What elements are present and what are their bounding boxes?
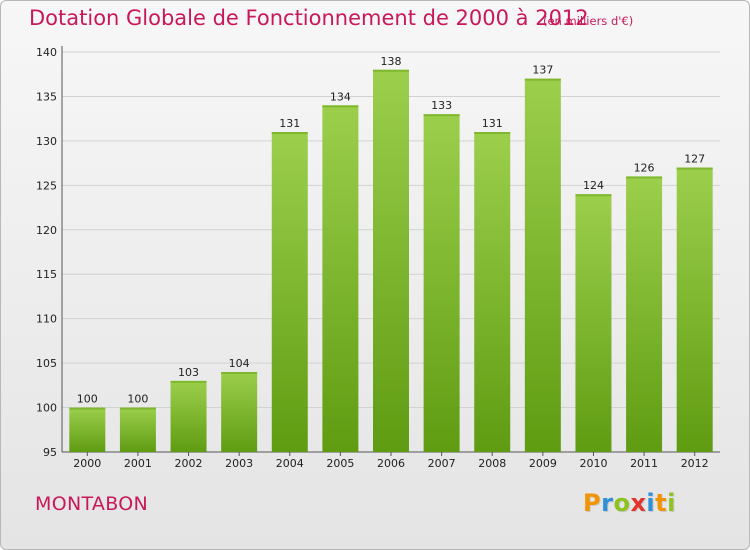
bar-value-label: 138: [381, 55, 402, 68]
y-tick-label: 120: [36, 224, 57, 237]
bar-value-label: 127: [684, 153, 705, 166]
bar: [423, 114, 460, 452]
bar-value-label: 124: [583, 179, 604, 192]
bar: [271, 132, 308, 452]
x-tick-label: 2011: [630, 457, 658, 470]
x-tick-label: 2000: [73, 457, 101, 470]
bar-top-edge: [373, 69, 409, 72]
y-tick-label: 105: [36, 357, 57, 370]
x-tick-label: 2002: [175, 457, 203, 470]
bar-top-edge: [221, 372, 258, 374]
bar-top-edge: [524, 78, 561, 81]
x-tick-label: 2004: [276, 457, 304, 470]
x-tick-label: 2006: [377, 457, 405, 470]
labels: 95 100 105 110 115 120 125 130 135 140 100 2000 100 2…: [36, 46, 709, 470]
chart-title: Dotation Globale de Fonctionnement de 20…: [29, 6, 589, 30]
logo-letter: t: [655, 489, 668, 517]
logo-letter: i: [667, 489, 676, 517]
x-tick-label: 2001: [124, 457, 152, 470]
logo-letter: r: [601, 489, 614, 517]
bar: [69, 407, 106, 452]
bar-top-edge: [626, 176, 663, 179]
bar-value-label: 104: [229, 357, 250, 370]
x-tick-label: 2007: [428, 457, 456, 470]
bar-top-edge: [575, 194, 612, 197]
bar-top-edge: [170, 380, 207, 383]
x-tick-label: 2010: [579, 457, 607, 470]
bar-value-label: 131: [279, 117, 300, 130]
bar: [524, 78, 561, 453]
logo-letter: P: [583, 489, 602, 517]
y-tick-label: 95: [43, 446, 57, 459]
bar-value-label: 100: [77, 393, 98, 406]
bar-top-edge: [322, 105, 359, 108]
bars: [69, 69, 713, 453]
y-tick-label: 115: [36, 268, 57, 281]
x-tick-label: 2008: [478, 457, 506, 470]
x-tick-label: 2005: [326, 457, 354, 470]
x-tick-label: 2012: [681, 457, 709, 470]
bar-value-label: 137: [532, 64, 553, 77]
commune-name: MONTABON: [35, 493, 148, 515]
bar: [170, 380, 207, 452]
y-tick-label: 125: [36, 179, 57, 192]
bar-value-label: 133: [431, 99, 452, 112]
x-tick-label: 2009: [529, 457, 557, 470]
bar: [676, 167, 713, 453]
logo-letter: i: [646, 489, 656, 517]
chart-unit-note: (en milliers d'€): [543, 14, 634, 28]
bar: [221, 372, 258, 452]
bar-value-label: 134: [330, 90, 351, 103]
bar-top-edge: [119, 407, 156, 410]
bar: [119, 407, 156, 452]
bar-value-label: 131: [482, 117, 503, 130]
y-tick-label: 100: [36, 402, 57, 415]
logo-letter: o: [613, 489, 631, 517]
y-tick-label: 130: [36, 135, 57, 148]
bar: [322, 105, 359, 452]
bar: [575, 194, 612, 452]
y-tick-label: 135: [36, 90, 57, 103]
y-tick-label: 110: [36, 313, 57, 326]
bar: [474, 132, 511, 452]
bar-value-label: 100: [127, 393, 148, 406]
logo-letter: x: [630, 489, 647, 517]
bar-top-edge: [69, 407, 106, 410]
bar: [373, 69, 409, 453]
bar-value-label: 126: [634, 161, 655, 174]
proxiti-logo: Proxiti: [583, 489, 676, 517]
bar: [626, 176, 663, 452]
bar-top-edge: [271, 132, 308, 134]
bar-value-label: 103: [178, 366, 199, 379]
bar-top-edge: [474, 132, 511, 134]
bar-top-edge: [423, 114, 460, 117]
bar-top-edge: [676, 167, 713, 170]
x-tick-label: 2003: [225, 457, 253, 470]
y-tick-label: 140: [36, 46, 57, 59]
